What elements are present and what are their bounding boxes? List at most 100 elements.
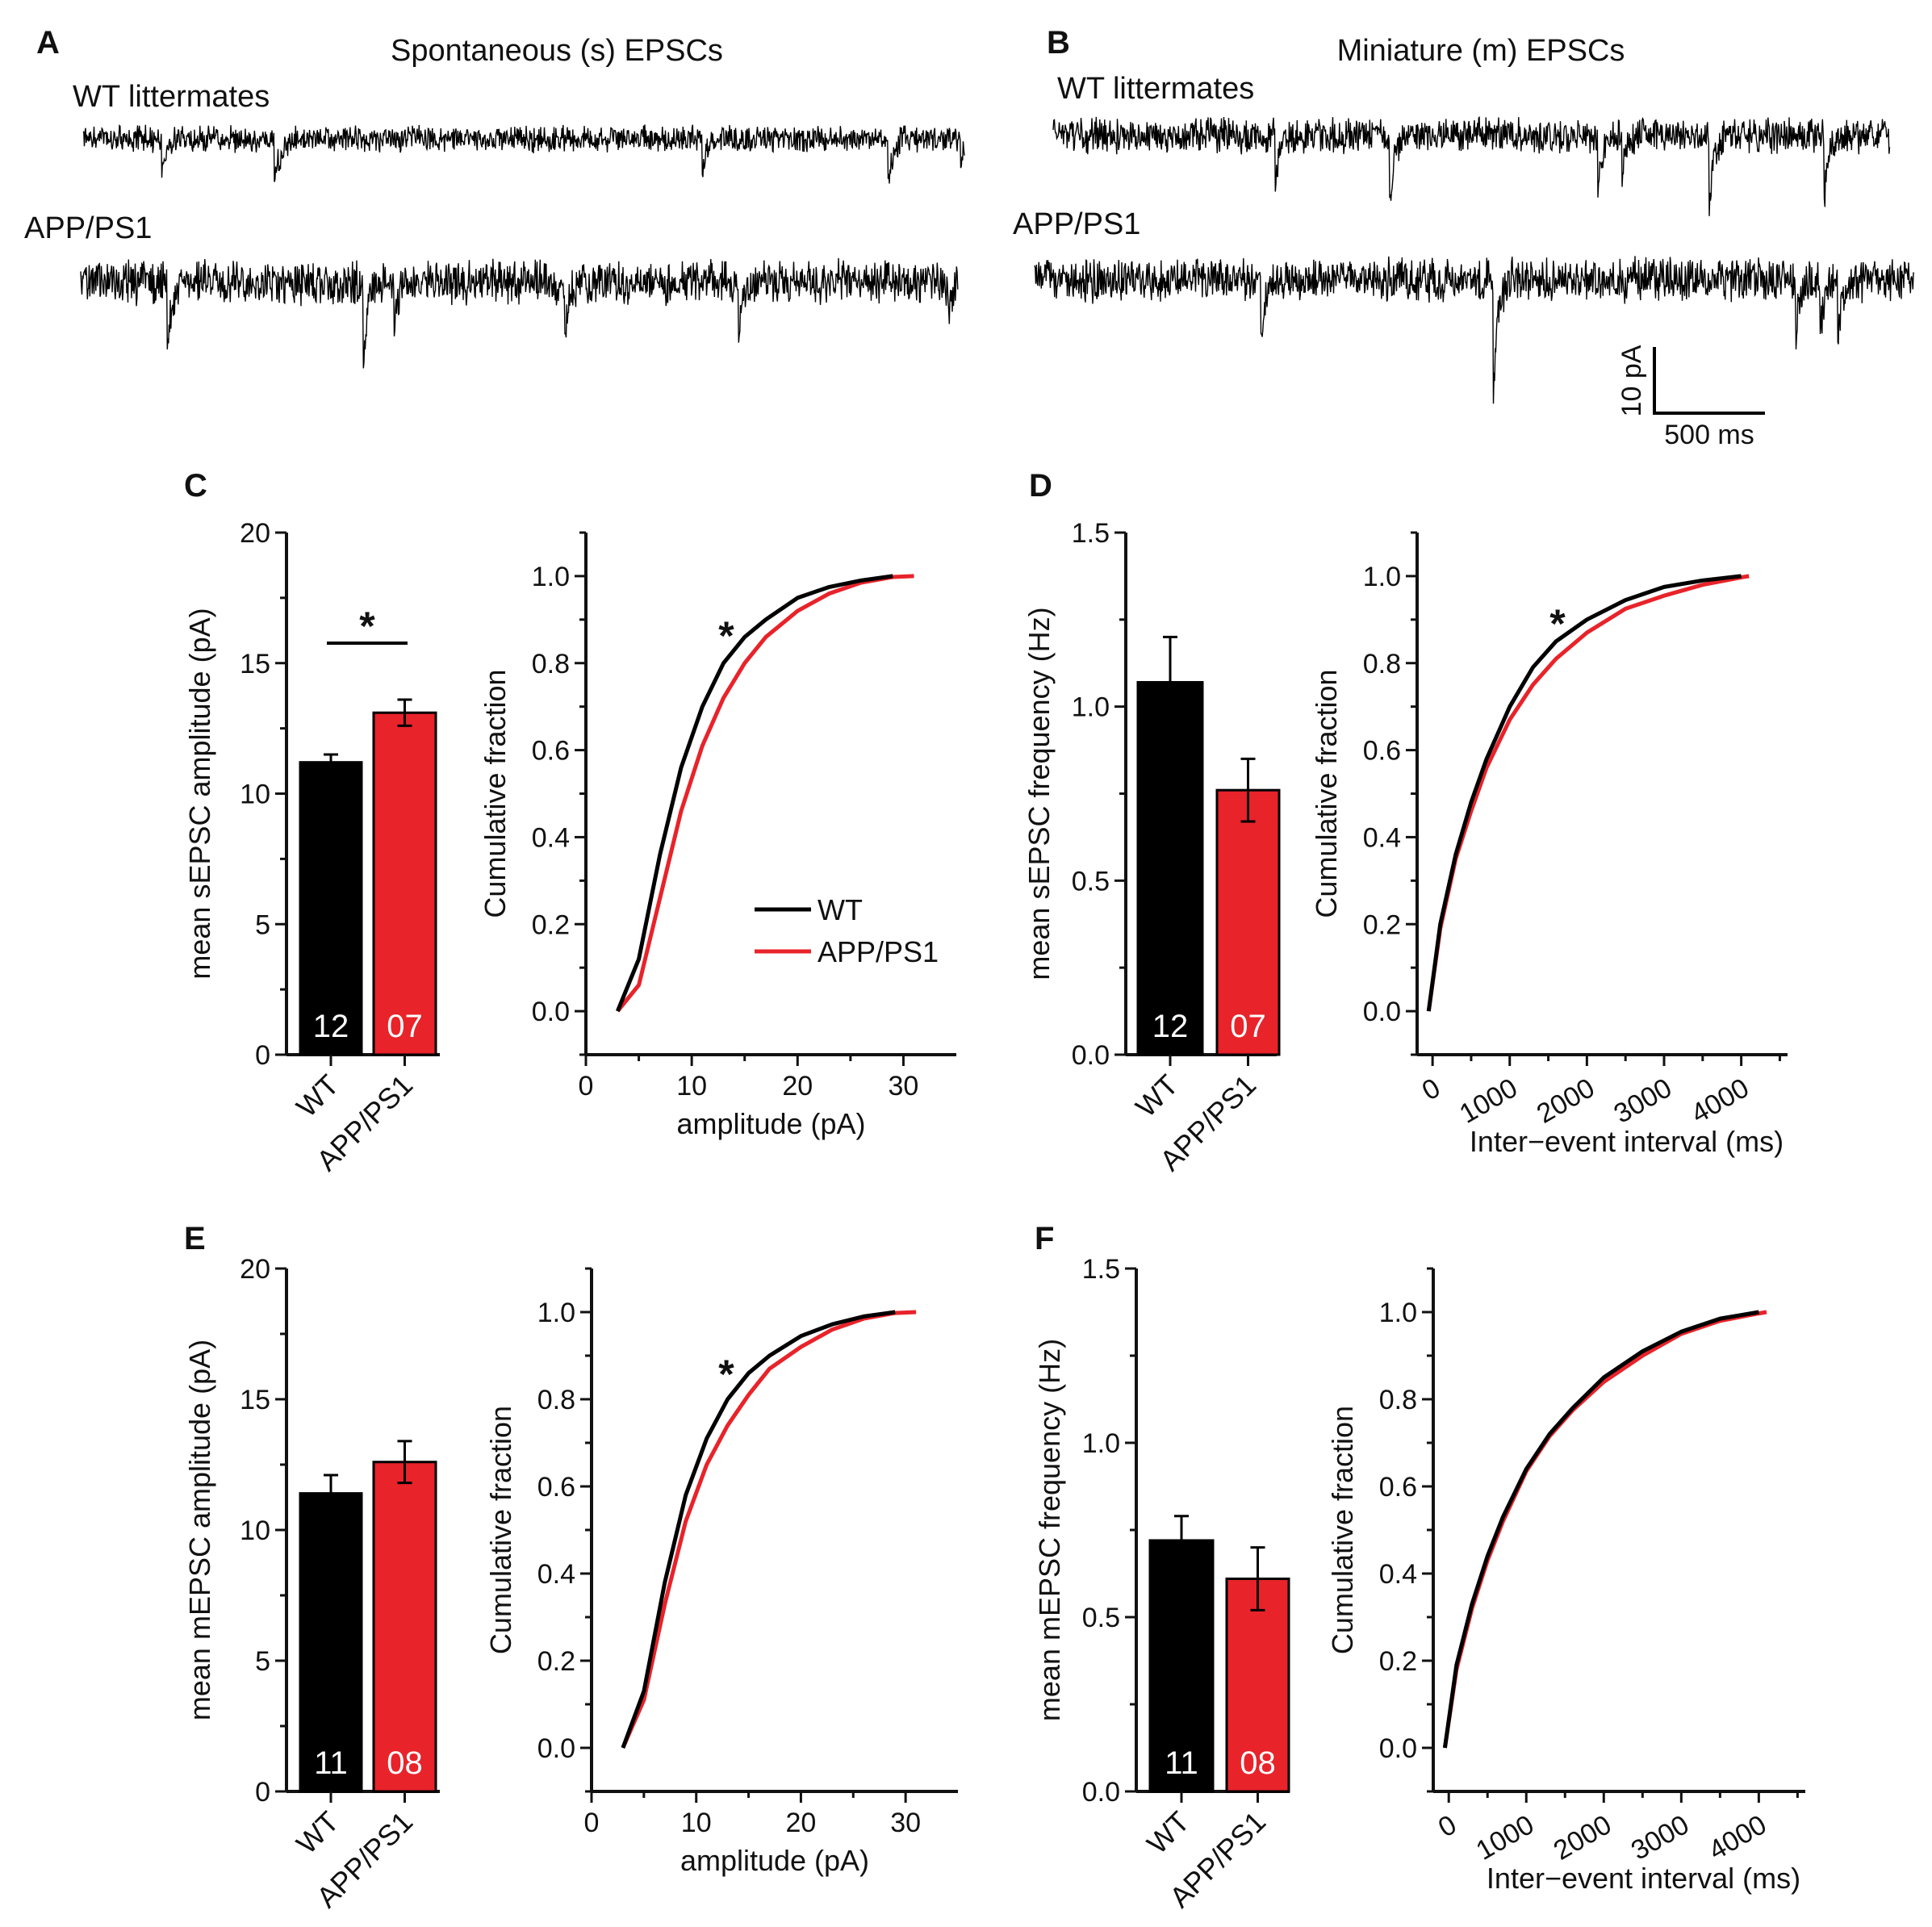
D_cdf-ytick-label: 0.8 <box>1363 649 1401 679</box>
F_cdf-ytick-label: 0.6 <box>1379 1472 1417 1503</box>
trace-a-app <box>80 257 959 369</box>
F_cdf-xtick-label: 3000 <box>1626 1809 1695 1866</box>
scale-bar-x-label: 500 ms <box>1664 420 1754 450</box>
C_cdf-xtick-label: 0 <box>579 1071 594 1101</box>
F_cdf-xtick-label: 4000 <box>1704 1809 1772 1866</box>
E_cdf-xlabel: amplitude (pA) <box>680 1844 869 1877</box>
C_cdf-legend-label-app: APP/PS1 <box>818 935 939 968</box>
panel-letter-a: A <box>36 25 60 61</box>
F_bar-bar-0 <box>1148 1539 1215 1793</box>
E_bar-bar-0 <box>299 1492 363 1793</box>
C_bar-ytick-label: 5 <box>255 909 270 940</box>
E_cdf-significance-star: * <box>718 1352 734 1397</box>
F_bar-n-label-1: 08 <box>1240 1745 1276 1781</box>
D_bar-ytick-label: 1.5 <box>1072 518 1110 549</box>
F_bar-n-label-0: 11 <box>1165 1745 1198 1781</box>
C_cdf-xtick-label: 20 <box>782 1071 813 1101</box>
D_cdf-ytick-label: 0.2 <box>1363 909 1401 940</box>
F_cdf-ytick-label: 0.0 <box>1379 1733 1417 1764</box>
panel-letter-b: B <box>1047 25 1070 61</box>
F_cdf-xtick-label: 2000 <box>1549 1809 1617 1866</box>
panel-letter-d: D <box>1029 468 1052 504</box>
F_bar-ytick-label: 1.0 <box>1082 1428 1120 1459</box>
F_bar-ytick-label: 0.0 <box>1082 1777 1120 1808</box>
C_cdf-ytick-label: 0.8 <box>532 649 570 679</box>
E_cdf-xtick-label: 30 <box>890 1808 921 1838</box>
D_cdf-significance-star: * <box>1549 601 1566 646</box>
E_cdf-ytick-label: 1.0 <box>537 1298 575 1328</box>
E_cdf-ytick-label: 0.2 <box>537 1646 575 1677</box>
D_cdf-xtick-label: 0 <box>1417 1072 1445 1106</box>
F_cdf-series-wt <box>1442 1310 1759 1749</box>
F_cdf-ylabel: Cumulative fraction <box>1326 1406 1359 1654</box>
E_bar-bar-1 <box>372 1461 437 1793</box>
F_bar-category-label-0: WT <box>1140 1805 1196 1861</box>
D_bar-ytick-label: 1.0 <box>1072 692 1110 723</box>
D_bar-category-label-0: WT <box>1129 1068 1185 1124</box>
F_cdf-ytick-label: 0.4 <box>1379 1559 1417 1590</box>
E_cdf-chart: 0.0 0.2 0.4 0.6 0.8 1.0 0 10 20 30 Cumulative frac… <box>484 1267 958 1877</box>
D_cdf-xtick-label: 3000 <box>1608 1072 1677 1130</box>
panel-b-title: Miniature (m) EPSCs <box>1337 34 1625 68</box>
D_cdf-chart: 0.0 0.2 0.4 0.6 0.8 1.0 0 1000 2000 3000 4000 Cumul… <box>1310 531 1788 1158</box>
E_bar-n-label-1: 08 <box>387 1745 423 1781</box>
F_cdf-xlabel: Inter−event interval (ms) <box>1487 1862 1800 1895</box>
panel-a-app-label: APP/PS1 <box>24 211 152 245</box>
F_cdf-xtick-label: 1000 <box>1471 1809 1540 1866</box>
C_bar-ytick-label: 15 <box>240 649 270 679</box>
C_cdf-chart: 0.0 0.2 0.4 0.6 0.8 1.0 0 10 20 30 Cumulative frac… <box>479 531 956 1140</box>
D_cdf-ytick-label: 1.0 <box>1363 562 1401 592</box>
D_cdf-series-wt <box>1426 574 1742 1012</box>
D_cdf-ytick-label: 0.4 <box>1363 822 1401 853</box>
panel-a-title: Spontaneous (s) EPSCs <box>391 34 723 68</box>
C_bar-ytick-label: 20 <box>240 518 270 549</box>
D_cdf-ytick-label: 0.6 <box>1363 736 1401 767</box>
F_bar-ylabel: mean mEPSC frequency (Hz) <box>1033 1339 1066 1721</box>
D_bar-ytick-label: 0.5 <box>1072 866 1110 897</box>
C_bar-significance-star: * <box>359 604 375 649</box>
D_cdf-xtick-label: 2000 <box>1532 1072 1600 1130</box>
E_bar-ytick-label: 20 <box>240 1254 270 1285</box>
E_cdf-ylabel: Cumulative fraction <box>484 1406 517 1654</box>
C_cdf-ytick-label: 0.0 <box>532 997 570 1027</box>
E_bar-ytick-label: 15 <box>240 1385 270 1415</box>
F_bar-ytick-label: 1.5 <box>1082 1254 1120 1285</box>
C_cdf-ytick-label: 0.2 <box>532 909 570 940</box>
D_bar-bar-0 <box>1136 680 1204 1056</box>
D_cdf-ylabel: Cumulative fraction <box>1310 669 1343 918</box>
C_bar-ytick-label: 10 <box>240 780 270 810</box>
D_bar-chart: 0.0 0.5 1.0 1.5 mean sEPSC frequency (Hz) 12 W… <box>1022 518 1281 1177</box>
F_cdf-chart: 0.0 0.2 0.4 0.6 0.8 1.0 0 1000 2000 3000 4000 Cumul… <box>1326 1267 1805 1895</box>
C_cdf-xtick-label: 10 <box>676 1071 707 1101</box>
F_cdf-xtick-label: 0 <box>1433 1809 1462 1843</box>
C_bar-bar-1 <box>372 711 437 1056</box>
E_bar-ytick-label: 5 <box>255 1646 270 1677</box>
E_cdf-ytick-label: 0.0 <box>537 1733 575 1764</box>
C_bar-bar-0 <box>299 761 363 1056</box>
C_cdf-series-wt <box>615 574 893 1013</box>
E_bar-ytick-label: 0 <box>255 1777 270 1808</box>
C_bar-ylabel: mean sEPSC amplitude (pA) <box>183 608 216 979</box>
D_bar-ylabel: mean sEPSC frequency (Hz) <box>1022 607 1056 980</box>
panel-letter-f: F <box>1035 1221 1054 1256</box>
F_cdf-ytick-label: 1.0 <box>1379 1298 1417 1328</box>
F_bar-ytick-label: 0.5 <box>1082 1603 1120 1633</box>
E_cdf-ytick-label: 0.6 <box>537 1472 575 1503</box>
panel-letter-c: C <box>184 468 207 504</box>
F_bar-chart: 0.0 0.5 1.0 1.5 mean mEPSC frequency (Hz) 11 W… <box>1033 1254 1290 1914</box>
scale-bar-y-label: 10 pA <box>1616 345 1647 416</box>
E_bar-ytick-label: 10 <box>240 1515 270 1546</box>
C_bar-ytick-label: 0 <box>255 1040 270 1071</box>
E_bar-category-label-0: WT <box>290 1805 345 1861</box>
C_bar-category-label-0: WT <box>290 1068 345 1124</box>
F_bar-bar-1 <box>1225 1577 1290 1793</box>
E_cdf-series-app <box>621 1310 917 1749</box>
C_cdf-ylabel: Cumulative fraction <box>479 669 512 918</box>
C_cdf-legend-label-wt: WT <box>818 893 863 926</box>
E_cdf-series-wt <box>621 1310 896 1749</box>
E_cdf-xtick-label: 20 <box>786 1808 817 1838</box>
panel-letter-e: E <box>184 1221 206 1256</box>
D_cdf-xtick-label: 4000 <box>1686 1072 1754 1130</box>
